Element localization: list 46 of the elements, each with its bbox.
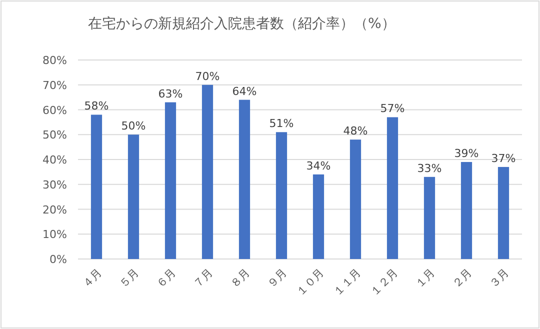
data-label: 34% — [306, 159, 331, 172]
bar — [90, 114, 102, 259]
bar — [498, 166, 510, 259]
bar — [276, 132, 288, 259]
data-label: 57% — [380, 102, 405, 116]
x-tick-label: １月 — [412, 266, 438, 291]
y-tick-label: 60% — [42, 104, 67, 117]
bar — [164, 102, 176, 259]
y-tick-label: 40% — [42, 154, 67, 166]
bar — [238, 100, 250, 259]
bar — [350, 140, 362, 259]
x-tick-label: ７月 — [190, 266, 216, 291]
x-tick-label: ６月 — [154, 266, 179, 291]
data-label: 50% — [121, 120, 146, 133]
y-tick-label: 0% — [50, 253, 67, 266]
x-tick-label: １２月 — [368, 266, 401, 298]
y-tick-label: 20% — [42, 203, 67, 216]
data-label: 39% — [454, 146, 479, 160]
x-tick-label: ８月 — [228, 266, 253, 291]
y-tick-label: 70% — [42, 78, 67, 92]
data-label: 51% — [269, 117, 294, 130]
data-label: 70% — [195, 70, 220, 83]
data-label: 63% — [158, 87, 183, 100]
bar — [424, 176, 436, 259]
y-tick-label: 30% — [42, 178, 67, 192]
data-label: 37% — [491, 152, 516, 165]
y-tick-label: 80% — [42, 54, 67, 67]
x-tick-label: ５月 — [116, 266, 142, 291]
x-tick-label: ３月 — [486, 266, 512, 291]
bar — [128, 134, 140, 259]
x-tick-label: １１月 — [331, 266, 364, 298]
data-label: 48% — [343, 124, 368, 138]
x-tick-label: ２月 — [450, 266, 475, 291]
x-tick-label: ９月 — [264, 266, 290, 291]
y-tick-label: 10% — [42, 228, 67, 242]
chart-title: 在宅からの新規紹介入院患者数（紹介率）（%） — [88, 16, 396, 32]
bar — [202, 84, 214, 259]
bar — [386, 117, 398, 259]
bar — [460, 162, 472, 259]
x-tick-label: ４月 — [80, 266, 105, 291]
y-tick-label: 50% — [42, 128, 67, 142]
data-label: 58% — [84, 100, 109, 113]
data-label: 64% — [232, 84, 257, 98]
bar — [312, 174, 324, 259]
data-label: 33% — [417, 162, 442, 175]
x-tick-label: １０月 — [294, 266, 327, 298]
